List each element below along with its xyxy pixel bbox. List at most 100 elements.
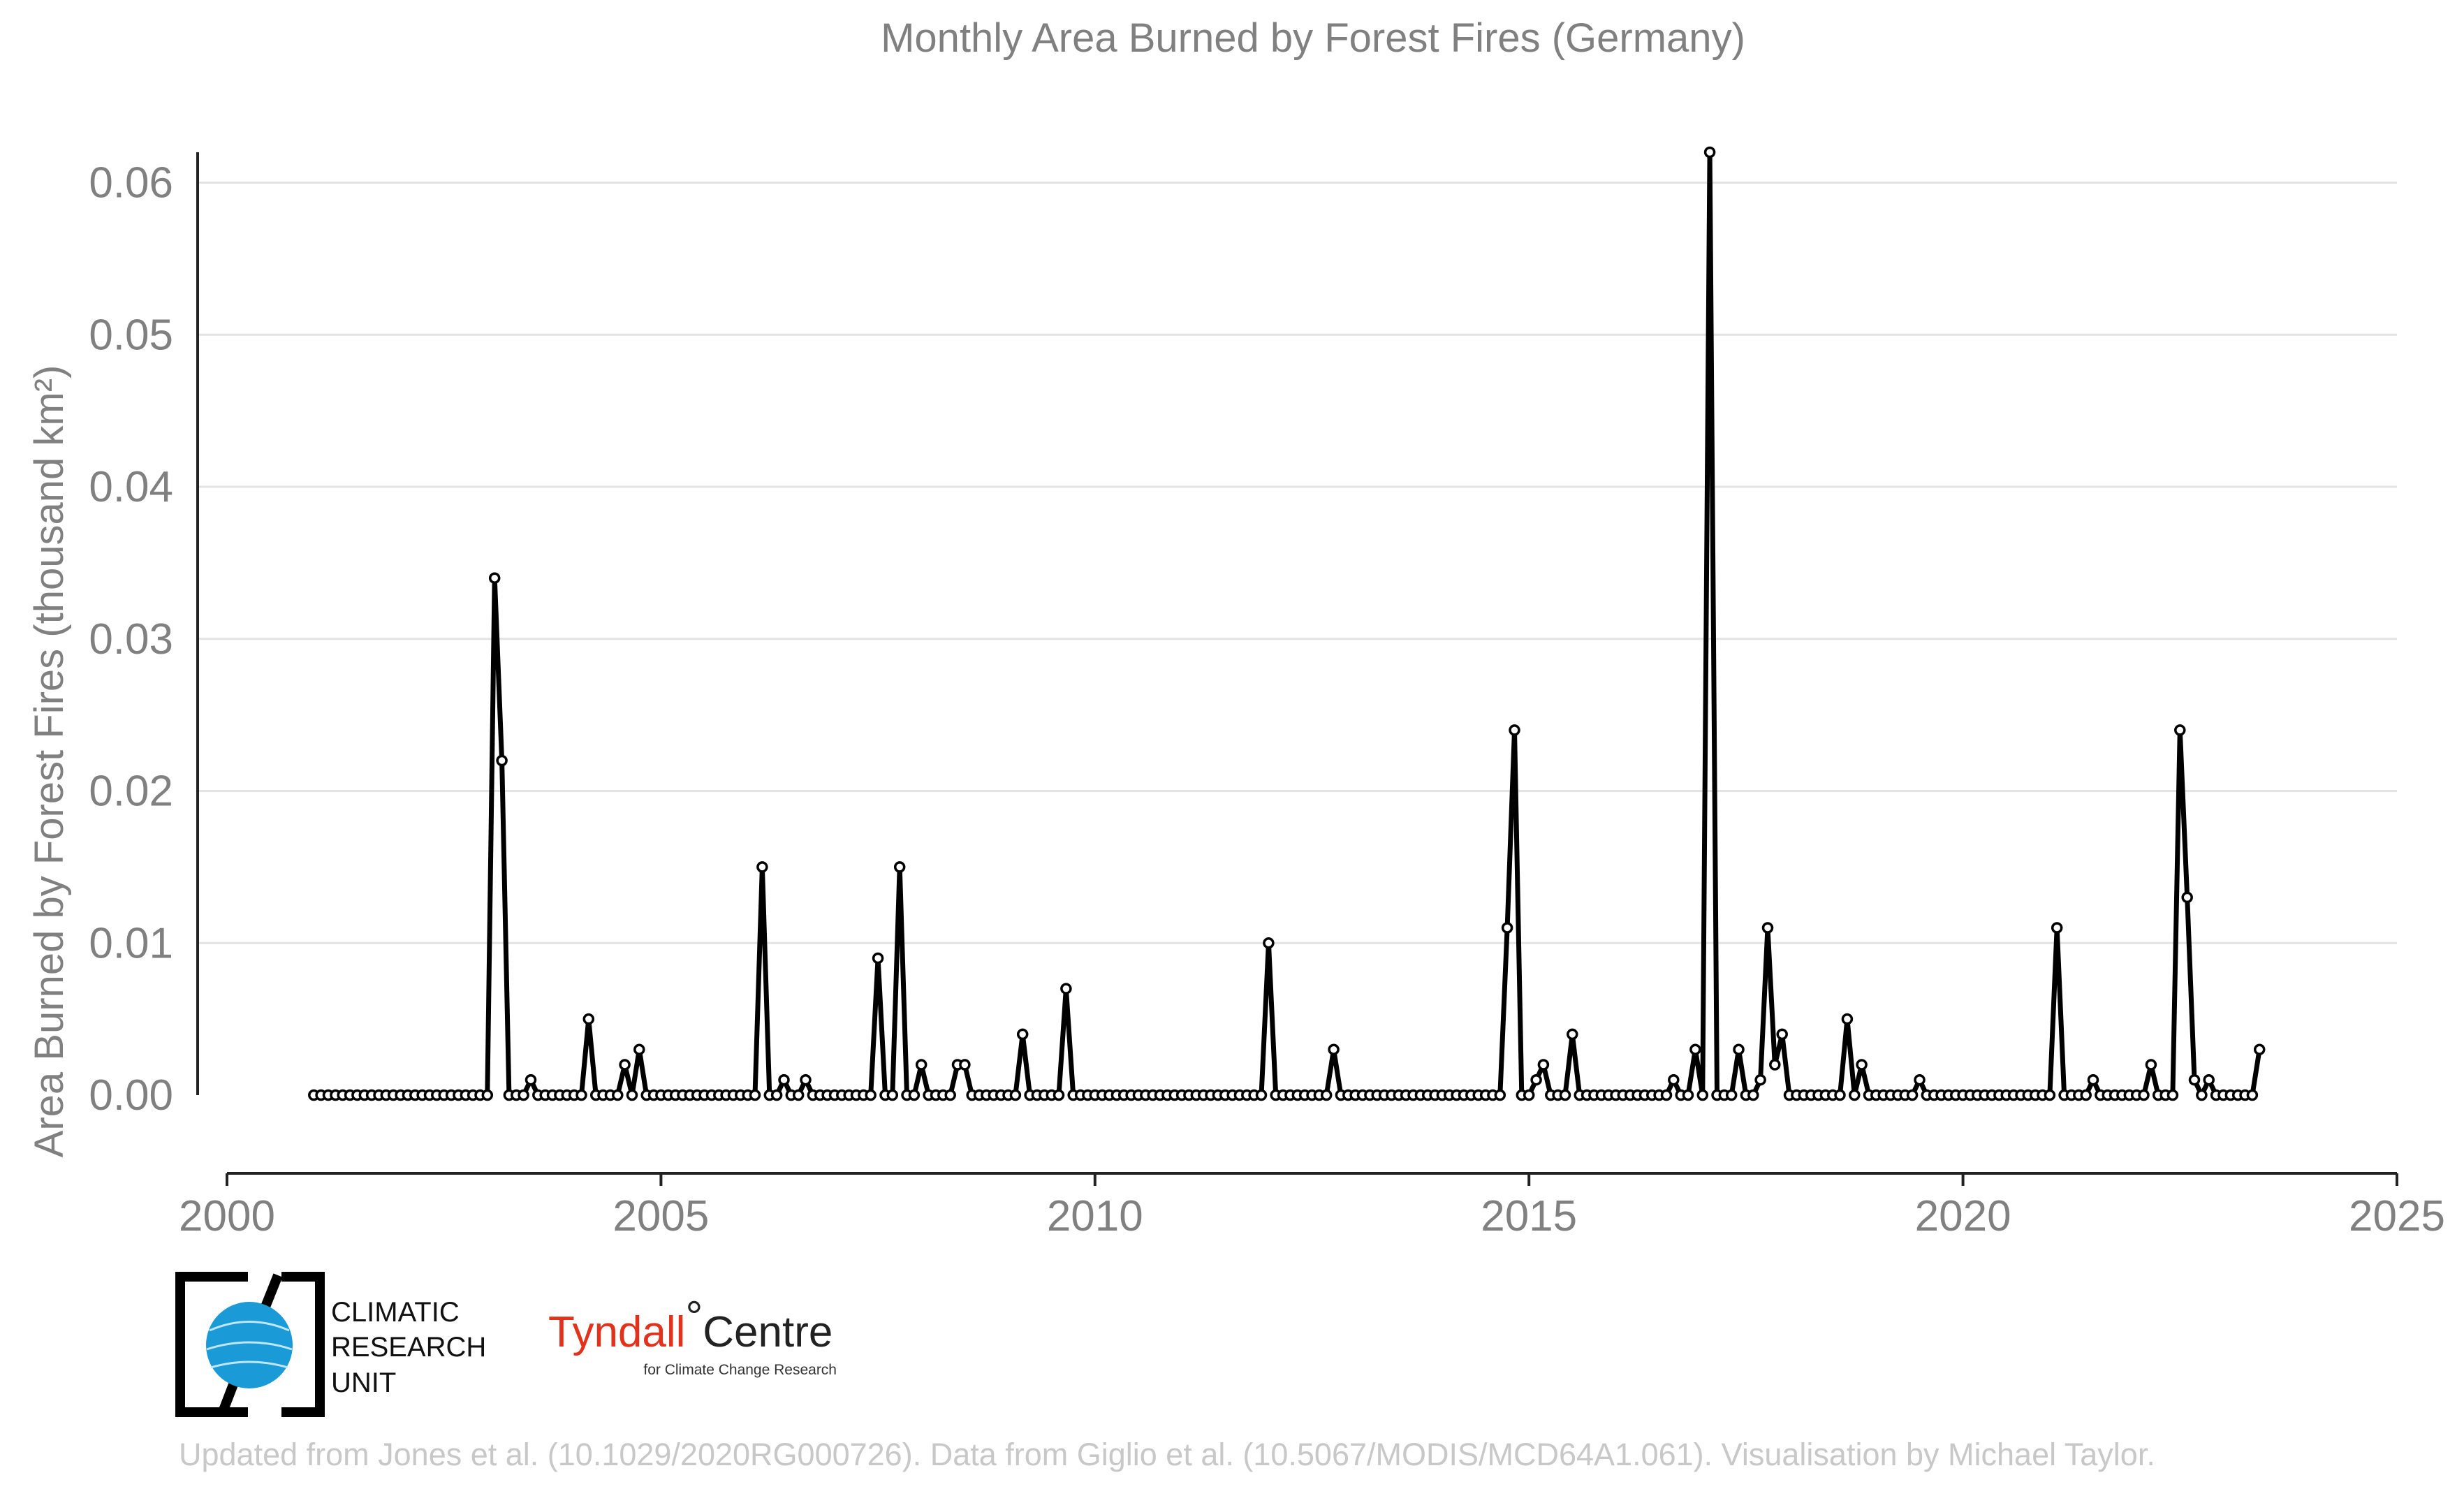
- data-point: [612, 1089, 624, 1101]
- y-axis-label: Area Burned by Forest Fires (thousand km…: [27, 365, 72, 1158]
- data-point: [582, 1013, 595, 1025]
- data-point: [1856, 1059, 1868, 1071]
- series-line: [314, 149, 2262, 1098]
- data-point: [1060, 983, 1072, 995]
- data-point: [1523, 1089, 1535, 1101]
- y-tick-label: 0.00: [89, 1071, 173, 1120]
- x-tick-label: 2000: [179, 1192, 275, 1240]
- data-point: [1016, 1028, 1029, 1041]
- x-tick-label: 2015: [1481, 1192, 1577, 1240]
- cru-logo-slash-top: [259, 1273, 283, 1312]
- data-point: [1682, 1089, 1694, 1101]
- data-point: [2174, 724, 2186, 736]
- data-point: [908, 1089, 921, 1101]
- y-tick-label: 0.03: [89, 615, 173, 663]
- series-area-burned: [308, 146, 2266, 1101]
- data-point: [778, 1073, 790, 1086]
- data-point: [1263, 937, 1275, 949]
- data-point: [2051, 922, 2063, 934]
- chart-title: Monthly Area Burned by Forest Fires (Ger…: [881, 15, 1745, 61]
- tyndall-subtitle: for Climate Change Research: [643, 1362, 837, 1378]
- grid: [198, 182, 2397, 944]
- data-point: [1834, 1089, 1846, 1101]
- tyndall-word: Tyndall: [548, 1308, 685, 1356]
- x-tick-label: 2005: [613, 1192, 709, 1240]
- tyndall-degree: °: [685, 1293, 703, 1341]
- data-point: [756, 861, 768, 873]
- data-point: [1776, 1028, 1788, 1041]
- data-point: [2188, 1073, 2201, 1086]
- y-tick-label: 0.01: [89, 919, 173, 967]
- data-point: [2181, 891, 2193, 904]
- data-point: [1696, 1089, 1709, 1101]
- cru-text-line-1: CLIMATIC: [331, 1297, 460, 1328]
- footer-credit: Updated from Jones et al. (10.1029/2020R…: [179, 1437, 2155, 1472]
- y-tick-label: 0.04: [89, 463, 173, 511]
- data-point: [2138, 1089, 2150, 1101]
- x-tick-label: 2025: [2349, 1192, 2445, 1240]
- data-point: [525, 1073, 537, 1086]
- x-tick-label: 2020: [1915, 1192, 2011, 1240]
- data-point: [1053, 1089, 1065, 1101]
- data-point: [2203, 1073, 2215, 1086]
- data-point: [1660, 1089, 1673, 1101]
- cru-text-line-2: RESEARCH: [331, 1332, 486, 1363]
- data-point: [893, 861, 906, 873]
- data-point: [481, 1089, 494, 1101]
- data-point: [1769, 1059, 1781, 1071]
- data-point: [2145, 1059, 2157, 1071]
- cru-globe-lines: [206, 1321, 293, 1369]
- y-tick-label: 0.06: [89, 159, 173, 207]
- data-point: [800, 1073, 812, 1086]
- data-point: [944, 1089, 956, 1101]
- data-point: [1668, 1073, 1680, 1086]
- data-point: [2196, 1089, 2208, 1101]
- data-point: [1530, 1073, 1542, 1086]
- y-ticks: 0.00 0.01 0.02 0.03 0.04 0.05 0.06: [89, 159, 173, 1120]
- data-point: [518, 1089, 529, 1101]
- data-point: [1849, 1089, 1861, 1101]
- y-tick-label: 0.02: [89, 768, 173, 816]
- data-point: [872, 952, 884, 964]
- tyndall-wordmark: Tyndall°Centre: [548, 1293, 833, 1356]
- data-point: [1733, 1043, 1745, 1055]
- cru-logo: CLIMATIC RESEARCH UNIT: [175, 1272, 486, 1417]
- data-point: [1754, 1073, 1766, 1086]
- data-point: [2246, 1089, 2259, 1101]
- data-point: [575, 1089, 587, 1101]
- x-tick-label: 2010: [1047, 1192, 1143, 1240]
- tyndall-logo: Tyndall°Centre for Climate Change Resear…: [548, 1293, 837, 1378]
- data-point: [959, 1059, 971, 1071]
- x-ticks: 2000 2005 2010 2015 2020 2025: [179, 1173, 2445, 1240]
- tyndall-centre: Centre: [703, 1308, 833, 1356]
- data-point: [2253, 1043, 2266, 1055]
- data-point: [1703, 146, 1716, 159]
- data-point: [1328, 1043, 1340, 1055]
- data-point: [619, 1059, 631, 1071]
- y-tick-label: 0.05: [89, 311, 173, 359]
- data-point: [1567, 1028, 1578, 1041]
- data-point: [626, 1089, 638, 1101]
- cru-logo-frame: [175, 1272, 325, 1417]
- data-point: [2044, 1089, 2056, 1101]
- data-point: [496, 754, 508, 767]
- data-point: [749, 1089, 761, 1101]
- data-point: [1537, 1059, 1550, 1071]
- data-point: [886, 1089, 899, 1101]
- data-point: [2087, 1073, 2099, 1086]
- data-point: [1501, 922, 1513, 934]
- data-point: [1841, 1013, 1854, 1025]
- data-point: [1009, 1089, 1022, 1101]
- data-point: [2166, 1089, 2179, 1101]
- data-point: [1747, 1089, 1759, 1101]
- data-point: [1255, 1089, 1268, 1101]
- data-point: [865, 1089, 877, 1101]
- data-point: [1689, 1043, 1701, 1055]
- data-point: [1509, 724, 1520, 736]
- data-point: [1914, 1073, 1926, 1086]
- data-point: [1559, 1089, 1571, 1101]
- data-point: [1761, 922, 1774, 934]
- data-point: [915, 1059, 927, 1071]
- data-point: [792, 1089, 805, 1101]
